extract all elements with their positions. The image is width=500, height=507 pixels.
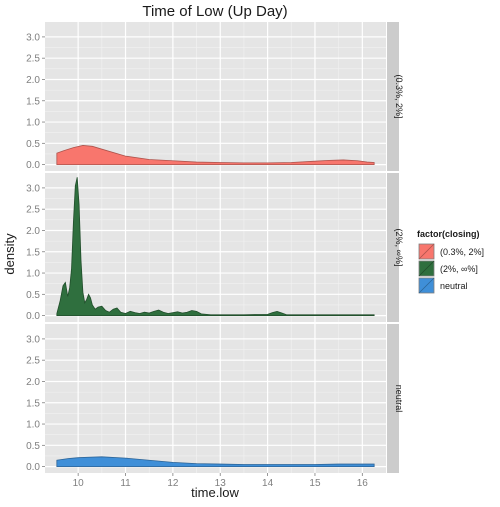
legend-label: (2%, ∞%] [440, 264, 478, 274]
y-tick-label: 2.5 [26, 205, 40, 216]
y-tick-label: 2.0 [26, 226, 40, 237]
x-axis-title: time.low [191, 485, 239, 500]
y-axes: 0.0 0.5 1.0 1.5 2.0 2.5 3.0 0.0 0.5 1.0 1.5 2.0 2.5 3… [26, 32, 45, 473]
y-tick-label: 1.5 [26, 398, 40, 409]
panel-background [45, 324, 386, 473]
y-tick-label: 3.0 [26, 183, 40, 194]
legend-key-slash [418, 277, 435, 294]
x-tick-label: 13 [215, 478, 227, 489]
y-tick-label: 1.0 [26, 420, 40, 431]
y-tick-label: 2.5 [26, 54, 40, 65]
y-tick-label: 2.0 [26, 75, 40, 86]
y-tick-label: 0.5 [26, 290, 40, 301]
facet-strips: (0.3%, 2%] (2%, ∞%] neutral [387, 22, 404, 473]
y-tick-label: 2.0 [26, 377, 40, 388]
strip-background [387, 173, 399, 322]
legend-label: neutral [440, 281, 468, 291]
y-tick-label: 1.5 [26, 96, 40, 107]
strip-label: neutral [394, 385, 404, 413]
density-area-1 [56, 145, 375, 166]
facet-strip: (2%, ∞%] [387, 173, 404, 322]
density-area-2 [56, 177, 375, 317]
legend-key-slash [418, 243, 435, 260]
strip-label: (2%, ∞%] [394, 229, 404, 267]
y-tick-label: 0.0 [26, 462, 40, 473]
density-area-3 [56, 456, 375, 468]
legend-label: (0.3%, 2%] [440, 247, 484, 257]
chart-title: Time of Low (Up Day) [142, 3, 287, 20]
legend-item: neutral [418, 277, 468, 294]
x-tick-label: 14 [262, 478, 274, 489]
facet-panel [45, 324, 386, 473]
y-tick-label: 0.5 [26, 139, 40, 150]
y-axis-title: density [2, 233, 17, 275]
y-tick-label: 3.0 [26, 32, 40, 43]
legend-title: factor(closing) [417, 229, 480, 239]
strip-background [387, 324, 399, 473]
strip-background [387, 22, 399, 171]
panel-background [45, 173, 386, 322]
legend-item: (2%, ∞%] [418, 260, 478, 277]
facet-panel [45, 22, 386, 171]
x-tick-label: 16 [357, 478, 369, 489]
facet-panels [45, 22, 386, 473]
y-tick-label: 0.0 [26, 311, 40, 322]
facet-strip: (0.3%, 2%] [387, 22, 404, 171]
legend: factor(closing) (0.3%, 2%] (2%, ∞%] neutral [417, 229, 484, 294]
y-tick-label: 1.0 [26, 118, 40, 129]
y-tick-label: 3.0 [26, 334, 40, 345]
x-tick-label: 15 [309, 478, 321, 489]
x-tick-label: 12 [167, 478, 179, 489]
facet-panel [45, 173, 386, 322]
y-tick-label: 1.0 [26, 269, 40, 280]
legend-item: (0.3%, 2%] [418, 243, 484, 260]
y-tick-label: 0.5 [26, 441, 40, 452]
x-tick-label: 11 [120, 478, 131, 489]
x-tick-label: 10 [73, 478, 85, 489]
x-axis: 10 11 12 13 14 15 16 [73, 473, 369, 489]
y-tick-label: 2.5 [26, 356, 40, 367]
y-tick-label: 1.5 [26, 247, 40, 258]
legend-key-slash [418, 260, 435, 277]
facet-strip: neutral [387, 324, 404, 473]
y-tick-label: 0.0 [26, 160, 40, 171]
strip-label: (0.3%, 2%] [394, 74, 404, 118]
